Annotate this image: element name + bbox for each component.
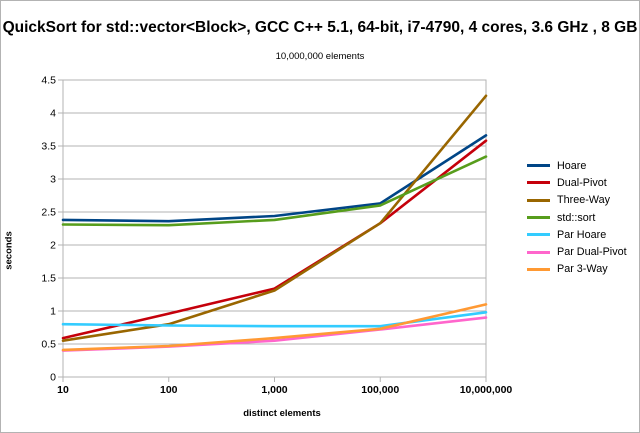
series-line-hoare xyxy=(61,134,488,223)
legend-label: Par 3-Way xyxy=(557,263,608,276)
y-tick-label: 0.5 xyxy=(41,339,56,351)
legend-swatch xyxy=(527,164,550,168)
series-line-dual-pivot xyxy=(61,139,488,340)
legend-item: Dual-Pivot xyxy=(527,174,637,191)
x-tick-label: 100,000 xyxy=(361,384,399,396)
legend-label: Par Hoare xyxy=(557,228,607,241)
x-tick-label: 1,000 xyxy=(261,384,287,396)
y-tick-label: 1 xyxy=(50,306,56,318)
y-tick-label: 2.5 xyxy=(41,207,56,219)
legend-item: Three-Way xyxy=(527,192,637,209)
legend-item: Par Hoare xyxy=(527,226,637,243)
legend-label: Par Dual-Pivot xyxy=(557,246,627,259)
legend-item: Par 3-Way xyxy=(527,261,637,278)
y-tick-label: 3 xyxy=(50,174,56,186)
legend-label: std::sort xyxy=(557,211,596,224)
chart-title: QuickSort for std::vector<Block>, GCC C+… xyxy=(2,19,638,36)
series-line-std-sort xyxy=(61,155,488,227)
series-line-par-3-way xyxy=(61,303,488,352)
x-tick-label: 100 xyxy=(160,384,178,396)
legend-swatch xyxy=(527,250,550,254)
x-tick-label: 10,000,000 xyxy=(460,384,513,396)
legend-label: Hoare xyxy=(557,159,587,172)
x-axis-label: distinct elements xyxy=(243,408,321,419)
legend-item: std::sort xyxy=(527,209,637,226)
y-tick-label: 4 xyxy=(50,108,56,120)
legend-swatch xyxy=(527,198,550,202)
legend-label: Three-Way xyxy=(557,194,610,207)
series-line-three-way xyxy=(61,94,488,343)
plot-area-border xyxy=(62,79,487,378)
y-tick-label: 2 xyxy=(50,240,56,252)
legend-swatch xyxy=(527,267,550,271)
chart-subtitle: 10,000,000 elements xyxy=(275,51,365,62)
y-tick-label: 3.5 xyxy=(41,141,56,153)
legend-item: Par Dual-Pivot xyxy=(527,243,637,260)
x-tick-label: 10 xyxy=(57,384,69,396)
legend-swatch xyxy=(527,216,550,220)
y-tick-label: 1.5 xyxy=(41,273,56,285)
y-tick-label: 0 xyxy=(50,372,56,384)
legend-item: Hoare xyxy=(527,157,637,174)
legend-swatch xyxy=(527,181,550,185)
y-tick-label: 4.5 xyxy=(41,75,56,87)
legend-swatch xyxy=(527,233,550,237)
legend-label: Dual-Pivot xyxy=(557,176,607,189)
